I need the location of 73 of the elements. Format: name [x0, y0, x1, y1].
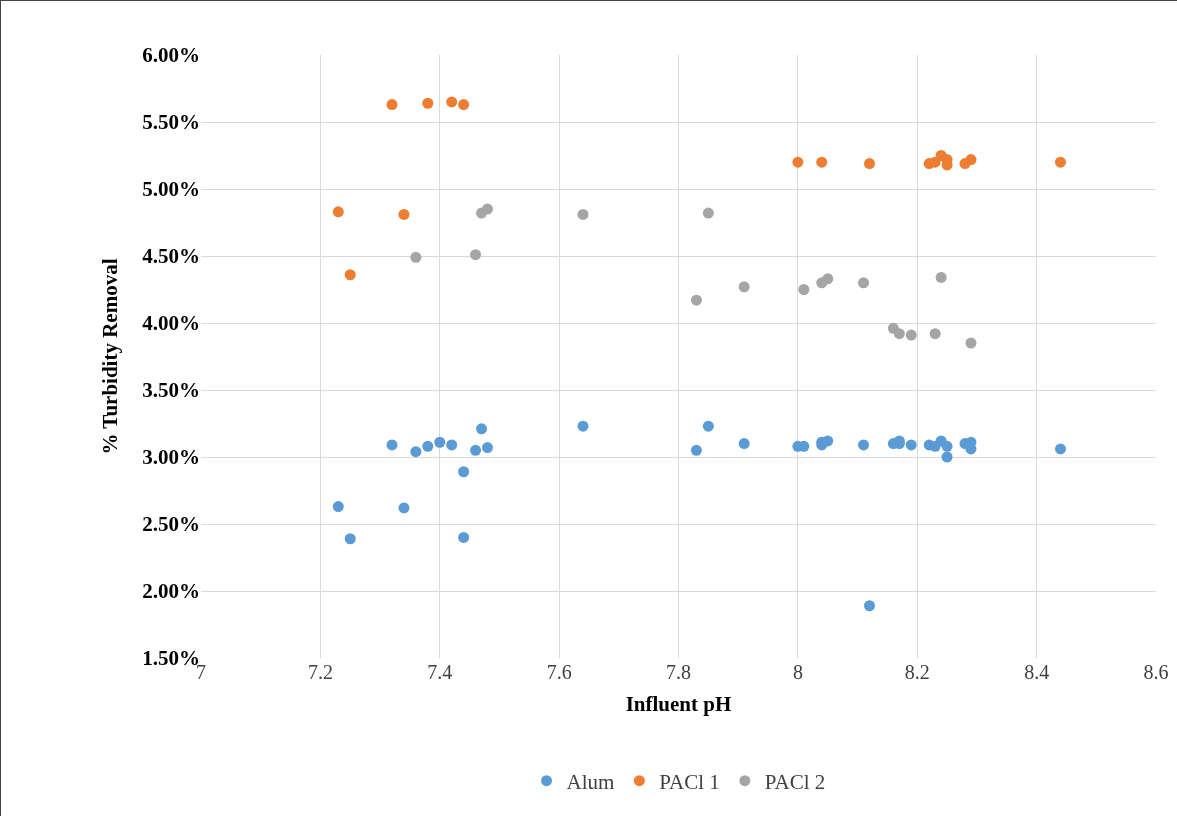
point — [690, 294, 702, 306]
point — [858, 277, 870, 289]
x-tick-label: 7.6 — [546, 661, 572, 683]
y-tick-label: 5.50% — [142, 110, 200, 135]
point — [422, 97, 434, 109]
point — [398, 502, 410, 514]
point — [577, 420, 589, 432]
point — [702, 420, 714, 432]
point — [577, 208, 589, 220]
point — [929, 328, 941, 340]
y-tick-label: 3.00% — [142, 445, 200, 470]
y-tick-label: 2.00% — [142, 579, 200, 604]
point — [458, 99, 470, 111]
point — [738, 438, 750, 450]
point — [941, 451, 953, 463]
point — [905, 439, 917, 451]
x-tick-label: 8 — [792, 661, 803, 683]
point — [941, 440, 953, 452]
x-tick-label: 7.2 — [307, 661, 333, 683]
point — [482, 203, 493, 215]
x-tick-label: 8.4 — [1024, 661, 1050, 683]
point — [332, 206, 344, 218]
point — [893, 328, 905, 340]
x-tick-label: 7.8 — [666, 661, 691, 683]
y-tick-label: 6.00% — [142, 43, 200, 68]
point — [458, 466, 470, 478]
point — [446, 96, 458, 108]
point — [332, 501, 344, 513]
point — [935, 271, 947, 283]
point — [434, 436, 446, 448]
x-tick-label: 8.6 — [1143, 661, 1169, 683]
point — [386, 99, 398, 111]
y-tick-label: 2.50% — [142, 512, 200, 537]
point — [398, 208, 410, 220]
point — [738, 281, 750, 293]
y-tick-label: 3.50% — [142, 378, 200, 403]
x-axis-title: Influent pH — [625, 692, 732, 717]
point — [702, 207, 714, 219]
point — [410, 446, 422, 458]
point — [690, 444, 702, 456]
point — [858, 439, 870, 451]
point — [446, 439, 458, 451]
point — [422, 440, 434, 452]
x-tick-label: 8.2 — [904, 661, 930, 683]
legend-label: PACl 2 — [764, 769, 826, 794]
y-tick-label: 4.00% — [142, 311, 200, 336]
point — [470, 444, 482, 456]
point — [410, 251, 422, 263]
y-axis-title: % Turbidity Removal — [98, 258, 123, 455]
point — [965, 337, 977, 349]
point — [344, 269, 356, 281]
y-tick-label: 4.50% — [142, 244, 200, 269]
point — [792, 156, 804, 168]
point — [1055, 443, 1066, 455]
point — [864, 600, 875, 612]
point — [344, 533, 356, 545]
point — [386, 439, 398, 451]
point — [798, 284, 810, 295]
point — [905, 329, 917, 341]
point — [476, 423, 488, 435]
y-tick-label: 5.00% — [142, 177, 200, 202]
point — [470, 249, 482, 261]
point — [822, 273, 834, 285]
x-tick-label: 7.4 — [427, 661, 453, 683]
point — [822, 435, 834, 447]
point — [864, 158, 875, 170]
point — [1055, 156, 1066, 168]
legend-label: PACl 1 — [659, 769, 720, 794]
point — [816, 156, 828, 168]
point — [482, 442, 493, 454]
legend-label: Alum — [566, 769, 615, 794]
point — [458, 531, 470, 543]
point — [965, 154, 977, 166]
